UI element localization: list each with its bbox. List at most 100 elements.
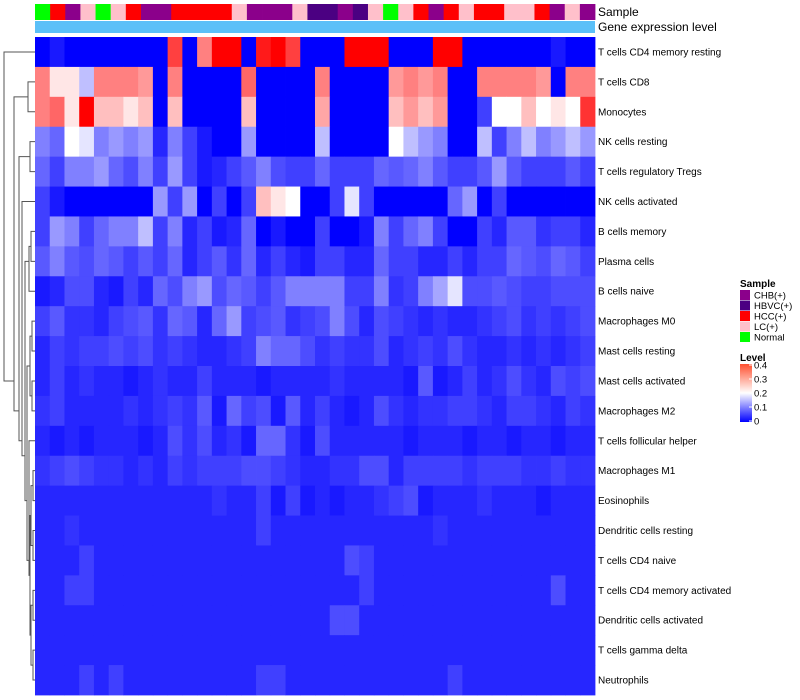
heatmap-cell	[285, 575, 301, 606]
heatmap-cell	[270, 545, 286, 576]
heatmap-cell	[418, 455, 434, 487]
heatmap-cell	[491, 246, 507, 277]
heatmap-cell	[285, 37, 301, 68]
heatmap-cell	[565, 635, 581, 666]
heatmap-cell	[536, 635, 552, 666]
heatmap-cell	[373, 515, 390, 546]
heatmap-cell	[388, 216, 404, 247]
heatmap-cell	[447, 156, 463, 187]
heatmap-cell	[477, 455, 493, 487]
heatmap-cell	[565, 395, 581, 427]
heatmap-cell	[536, 186, 552, 217]
heatmap-cell	[506, 336, 522, 367]
heatmap-cell	[256, 665, 272, 696]
heatmap-cell	[211, 665, 227, 696]
heatmap-cell	[403, 276, 419, 307]
heatmap-cell	[108, 246, 124, 277]
heatmap-cell	[226, 276, 242, 307]
heatmap-cell	[182, 485, 198, 516]
heatmap-cell	[226, 216, 242, 247]
expression-track-label: Gene expression level	[598, 20, 717, 34]
heatmap-cell	[64, 605, 80, 636]
heatmap-cell	[403, 186, 419, 217]
heatmap-cell	[432, 246, 449, 277]
heatmap-cell	[565, 156, 581, 187]
heatmap-cell	[506, 455, 522, 487]
heatmap-cell	[344, 545, 360, 576]
heatmap-cell	[300, 186, 316, 217]
heatmap-cell	[477, 515, 493, 546]
legend-tick-label: 0.3	[754, 375, 767, 386]
heatmap-cell	[152, 366, 169, 397]
heatmap-cell	[256, 96, 272, 128]
heatmap-cell	[138, 366, 154, 397]
heatmap-cell	[521, 395, 537, 427]
heatmap-cell	[49, 37, 65, 68]
heatmap-cell	[270, 575, 286, 606]
heatmap-cell	[432, 276, 449, 307]
heatmap-cell	[418, 575, 434, 606]
heatmap-cell	[447, 366, 463, 397]
heatmap-cell	[491, 37, 507, 68]
heatmap-cell	[285, 515, 301, 546]
heatmap-cell	[197, 425, 213, 457]
heatmap-cell	[108, 545, 124, 576]
heatmap-cell	[49, 216, 65, 247]
heatmap-cell	[167, 425, 183, 457]
heatmap-cell	[211, 395, 227, 427]
heatmap-cell	[477, 246, 493, 277]
heatmap-cell	[521, 306, 537, 337]
heatmap-cell	[79, 336, 95, 367]
heatmap-cell	[93, 66, 110, 98]
heatmap-cell	[241, 126, 257, 158]
heatmap-cell	[447, 485, 463, 516]
heatmap-cell	[64, 366, 80, 397]
legend-entry-label: CHB(+)	[754, 291, 786, 302]
heatmap-cell	[373, 575, 390, 606]
heatmap-cell	[447, 515, 463, 546]
heatmap-cell	[241, 156, 257, 187]
heatmap-cell	[447, 336, 463, 367]
heatmap-cell	[580, 246, 596, 277]
heatmap-cell	[359, 605, 375, 636]
heatmap-cell	[64, 156, 80, 187]
heatmap-cell	[123, 665, 139, 696]
heatmap-cell	[373, 635, 390, 666]
heatmap-cell	[64, 545, 80, 576]
sample-annotation-cell	[201, 4, 218, 20]
heatmap-cell	[447, 66, 463, 98]
heatmap-cell	[79, 605, 95, 636]
heatmap-cell	[64, 455, 80, 487]
heatmap-cell	[64, 635, 80, 666]
heatmap-cell	[550, 515, 566, 546]
heatmap-cell	[359, 545, 375, 576]
heatmap-cell	[403, 425, 419, 457]
heatmap-cell	[93, 96, 110, 128]
heatmap-cell	[329, 425, 345, 457]
heatmap-cell	[403, 395, 419, 427]
heatmap-cell	[521, 425, 537, 457]
heatmap-cell	[536, 366, 552, 397]
heatmap-cell	[550, 336, 566, 367]
heatmap-cell	[565, 126, 581, 158]
heatmap-cell	[491, 336, 507, 367]
row-label: Mast cells activated	[598, 377, 685, 388]
heatmap-cell	[211, 96, 227, 128]
heatmap-cell	[418, 395, 434, 427]
heatmap-cell	[35, 37, 51, 68]
heatmap-cell	[536, 455, 552, 487]
heatmap-cell	[138, 515, 154, 546]
row-label: Monocytes	[598, 107, 646, 118]
heatmap-cell	[152, 336, 169, 367]
heatmap-cell	[315, 96, 331, 128]
sample-annotation-cell	[504, 4, 520, 20]
heatmap-cell	[462, 635, 478, 666]
heatmap-cell	[167, 96, 183, 128]
heatmap-cell	[373, 425, 390, 457]
heatmap-cell	[388, 635, 404, 666]
heatmap-cell	[182, 37, 198, 68]
heatmap-cell	[536, 575, 552, 606]
heatmap-cell	[182, 276, 198, 307]
sample-annotation-cell	[186, 4, 202, 20]
heatmap-cell	[270, 515, 286, 546]
